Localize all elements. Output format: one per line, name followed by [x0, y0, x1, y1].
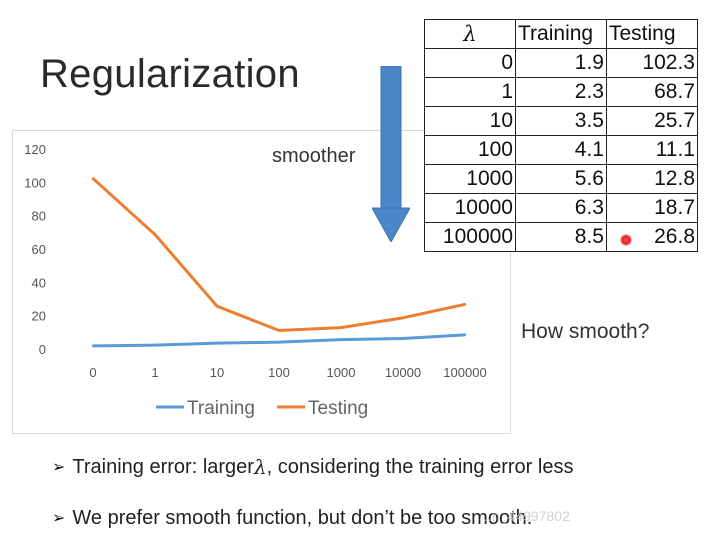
cell-lambda: 0	[424, 48, 516, 78]
y-tick-label: 80	[32, 209, 46, 224]
bullet-list: ➢ Training error: larger λ, considering t…	[52, 452, 573, 533]
x-tick-label: 1000	[327, 365, 356, 380]
arrow-label: smoother	[272, 145, 356, 167]
data-point-training	[339, 338, 343, 341]
x-tick-label: 10000	[385, 365, 421, 380]
lambda-table: λ Training Testing 0 1.9 102.3 1 2.3 68.…	[424, 19, 698, 252]
cell-training: 8.5	[515, 222, 607, 252]
watermark: …n_44997802	[478, 508, 570, 524]
y-tick-label: 20	[32, 309, 46, 324]
data-point-testing	[339, 326, 343, 329]
data-point-training	[153, 343, 157, 347]
down-arrow-icon	[372, 66, 410, 242]
data-point-training	[401, 337, 405, 340]
table-row: 1000 5.6 12.8	[424, 164, 698, 194]
cell-lambda: 100000	[424, 222, 516, 252]
bullet-1-prefix: Training error: larger	[72, 455, 254, 478]
col-header-training: Training	[515, 19, 607, 49]
data-point-testing	[463, 303, 467, 306]
y-tick-label: 0	[39, 342, 46, 357]
cell-testing: 18.7	[606, 193, 698, 223]
x-tick-label: 100000	[443, 365, 486, 380]
series-line-training	[92, 333, 466, 348]
bullet-1-suffix: , considering the training error less	[266, 455, 574, 478]
table-row: 100 4.1 11.1	[424, 135, 698, 165]
cell-testing: 25.7	[606, 106, 698, 136]
cell-lambda: 1	[424, 77, 516, 107]
bullet-arrow-icon: ➢	[52, 459, 66, 476]
side-note: How smooth?	[521, 320, 650, 343]
cell-training: 3.5	[515, 106, 607, 136]
legend-label-training: Training	[187, 398, 255, 419]
cell-training: 1.9	[515, 48, 607, 78]
y-tick-label: 120	[24, 142, 46, 157]
laser-pointer-dot	[620, 234, 632, 246]
bullet-item: ➢ Training error: larger λ, considering t…	[52, 452, 573, 482]
bullet-2-text: We prefer smooth function, but don’t be …	[72, 506, 533, 529]
data-point-training	[463, 333, 467, 337]
data-point-testing	[153, 233, 157, 236]
cell-testing: 11.1	[606, 135, 698, 165]
cell-lambda: 10000	[424, 193, 516, 223]
cell-training: 6.3	[515, 193, 607, 223]
x-tick-label: 0	[89, 365, 96, 380]
cell-testing: 102.3	[606, 48, 698, 78]
y-tick-label: 40	[32, 275, 46, 290]
y-tick-label: 100	[24, 175, 46, 190]
cell-training: 5.6	[515, 164, 607, 194]
table-row: 0 1.9 102.3	[424, 48, 698, 78]
table-row: 100000 8.5 26.8	[424, 222, 698, 252]
legend-label-testing: Testing	[308, 398, 368, 419]
col-header-lambda: λ	[424, 19, 516, 49]
col-header-testing: Testing	[606, 19, 698, 49]
x-tick-label: 100	[268, 365, 290, 380]
y-tick-label: 60	[32, 242, 46, 257]
cell-lambda: 1000	[424, 164, 516, 194]
cell-testing: 68.7	[606, 77, 698, 107]
cell-lambda: 10	[424, 106, 516, 136]
x-tick-label: 1	[151, 365, 158, 380]
data-point-testing	[215, 304, 219, 308]
data-point-testing	[277, 329, 281, 332]
table-row: 1 2.3 68.7	[424, 77, 698, 107]
data-point-training	[91, 344, 95, 348]
data-point-training	[277, 340, 281, 344]
data-point-training	[215, 341, 219, 345]
data-point-testing	[401, 316, 405, 320]
table-row: 10000 6.3 18.7	[424, 193, 698, 223]
data-point-testing	[91, 177, 95, 180]
bullet-arrow-icon: ➢	[52, 510, 66, 527]
table-row: 10 3.5 25.7	[424, 106, 698, 136]
table-header-row: λ Training Testing	[424, 19, 698, 49]
cell-testing: 12.8	[606, 164, 698, 194]
line-chart: 0 20 40 60 80 100 120 0 1 10 100 1000 10000 100000 Tra…	[24, 142, 486, 419]
slide-title: Regularization	[40, 52, 300, 96]
cell-training: 4.1	[515, 135, 607, 165]
bullet-1-lambda: λ	[253, 455, 267, 479]
x-tick-label: 10	[210, 365, 224, 380]
cell-training: 2.3	[515, 77, 607, 107]
bullet-item: ➢ We prefer smooth function, but don’t b…	[52, 503, 573, 533]
cell-lambda: 100	[424, 135, 516, 165]
